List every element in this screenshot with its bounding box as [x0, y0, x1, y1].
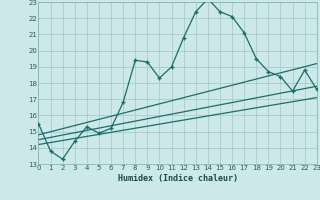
X-axis label: Humidex (Indice chaleur): Humidex (Indice chaleur) — [118, 174, 238, 183]
